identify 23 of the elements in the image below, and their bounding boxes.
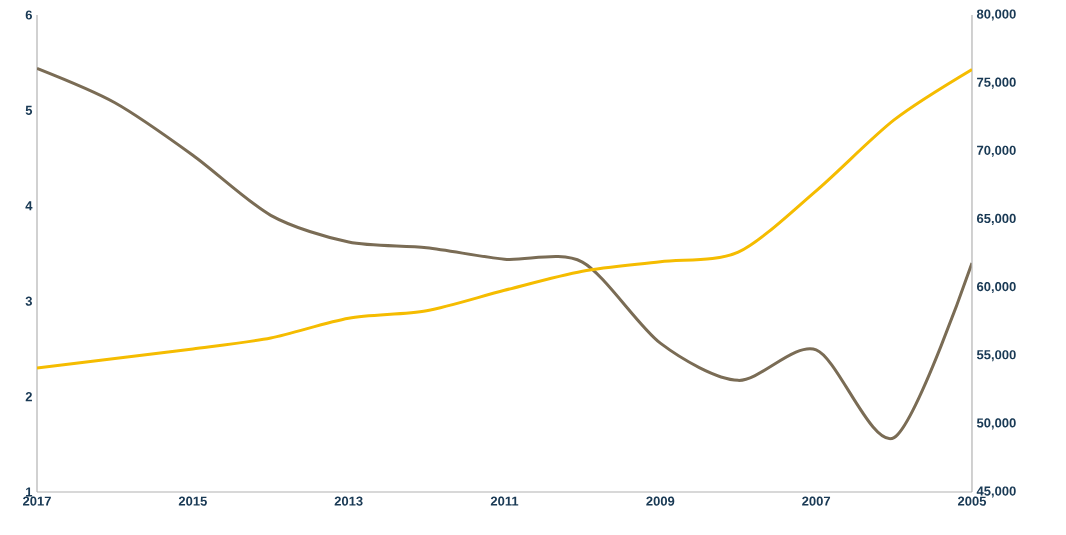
x-tick-label: 2013: [334, 496, 363, 506]
y2-tick-label: 60,000: [976, 282, 1016, 294]
y2-tick-label: 50,000: [976, 418, 1016, 430]
x-tick-label: 2007: [802, 496, 831, 506]
x-tick-label: 2005: [957, 496, 987, 506]
line-series: [37, 68, 972, 370]
y2-tick-label: 75,000: [977, 77, 1016, 89]
y2-tick-label: 80,000: [976, 9, 1016, 21]
y-tick-label: 6: [25, 10, 32, 20]
x-tick-label: 2009: [646, 496, 675, 506]
x-tick-label: 2011: [490, 496, 519, 506]
y2-tick-label: 55,000: [976, 350, 1016, 362]
y-tick-label: 4: [25, 201, 33, 211]
y-tick-label: 2: [25, 392, 32, 402]
y-tick-label: 5: [25, 105, 33, 115]
y2-tick-label: 45,000: [976, 486, 1016, 498]
y-tick-label: 3: [25, 296, 32, 306]
x-tick-label: 2017: [23, 496, 51, 506]
y2-tick-label: 70,000: [977, 145, 1016, 157]
y-tick-label: 1: [26, 487, 33, 497]
y2-tick-label: 65,000: [976, 213, 1016, 225]
x-tick-label: 2015: [178, 496, 207, 506]
line-series: [37, 66, 972, 440]
